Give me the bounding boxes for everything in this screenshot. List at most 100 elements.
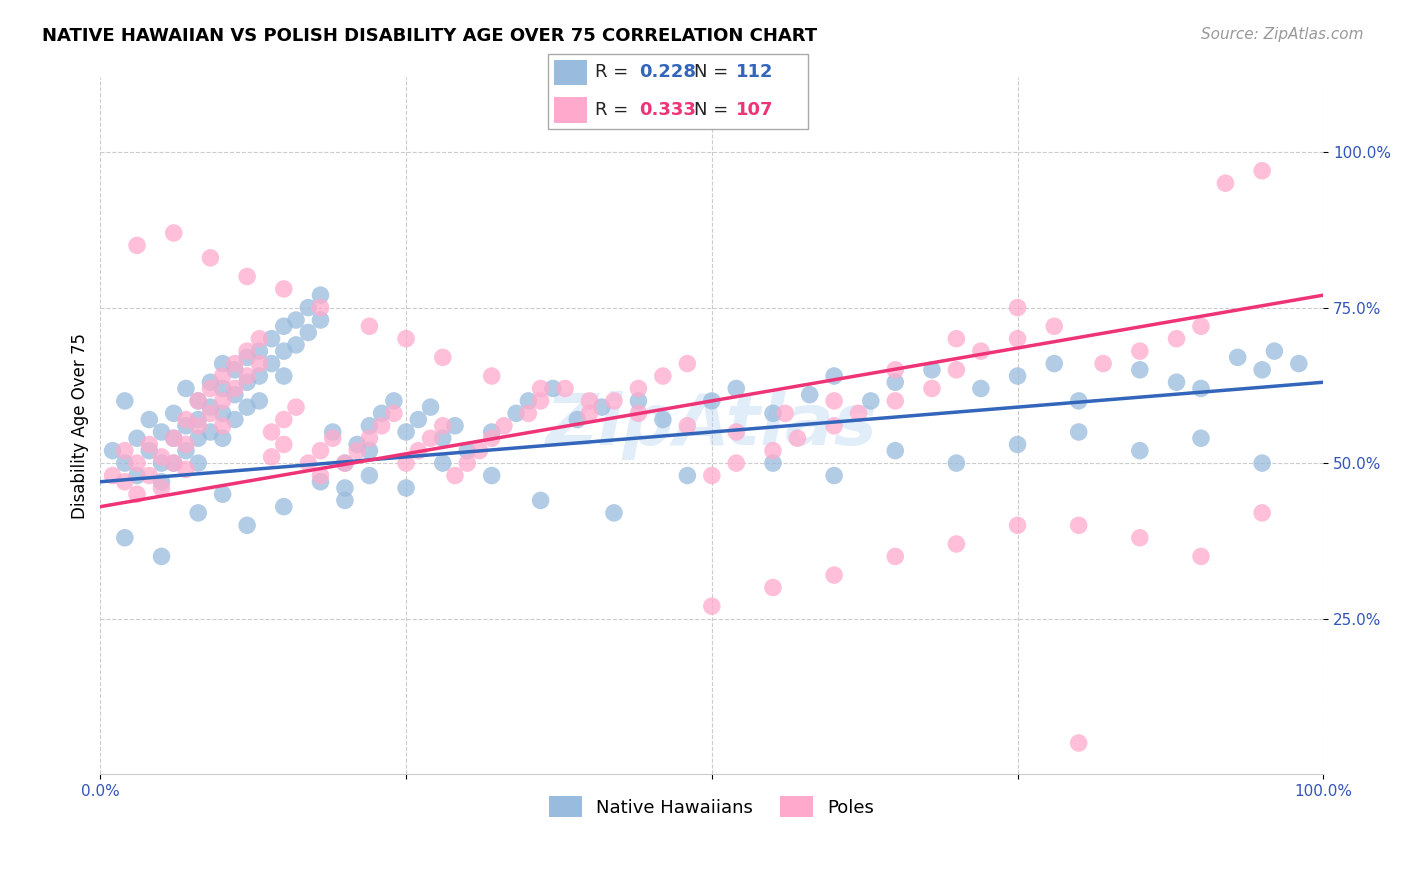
- Point: [700, 599, 723, 614]
- Point: [200, 425, 222, 439]
- Point: [150, 475, 173, 489]
- Text: R =: R =: [595, 102, 634, 120]
- Point: [676, 468, 699, 483]
- Point: [333, 456, 356, 470]
- Point: [359, 468, 381, 483]
- Point: [346, 437, 368, 451]
- Point: [578, 393, 600, 408]
- Point: [273, 369, 295, 384]
- Point: [725, 381, 748, 395]
- Point: [529, 393, 551, 408]
- Point: [945, 456, 967, 470]
- Point: [273, 319, 295, 334]
- Point: [762, 581, 785, 595]
- Point: [1007, 518, 1029, 533]
- Point: [211, 393, 233, 408]
- Point: [150, 549, 173, 564]
- Point: [1043, 357, 1066, 371]
- Text: N =: N =: [695, 102, 734, 120]
- Point: [285, 338, 308, 352]
- Point: [247, 344, 270, 359]
- Point: [884, 363, 907, 377]
- Point: [138, 437, 160, 451]
- Point: [823, 468, 845, 483]
- Point: [591, 400, 613, 414]
- Point: [432, 456, 454, 470]
- Point: [273, 437, 295, 451]
- Text: 107: 107: [735, 102, 773, 120]
- Point: [627, 393, 650, 408]
- Point: [676, 357, 699, 371]
- Point: [297, 326, 319, 340]
- Point: [200, 406, 222, 420]
- Point: [762, 443, 785, 458]
- Point: [823, 369, 845, 384]
- Point: [346, 443, 368, 458]
- Point: [823, 418, 845, 433]
- Point: [517, 406, 540, 420]
- Point: [1067, 393, 1090, 408]
- Point: [359, 418, 381, 433]
- Point: [945, 537, 967, 551]
- Point: [247, 393, 270, 408]
- Point: [187, 412, 209, 426]
- Point: [200, 381, 222, 395]
- Point: [114, 443, 136, 458]
- Point: [725, 456, 748, 470]
- Point: [1189, 549, 1212, 564]
- Point: [273, 500, 295, 514]
- Point: [224, 357, 246, 371]
- Point: [382, 406, 405, 420]
- Point: [408, 443, 430, 458]
- Point: [174, 462, 197, 476]
- Point: [285, 400, 308, 414]
- Point: [200, 251, 222, 265]
- Point: [322, 425, 344, 439]
- Point: [125, 456, 148, 470]
- Point: [786, 431, 808, 445]
- Point: [236, 351, 259, 365]
- Point: [505, 406, 527, 420]
- Point: [382, 393, 405, 408]
- Point: [1166, 332, 1188, 346]
- Text: 0.228: 0.228: [640, 63, 696, 81]
- Point: [444, 418, 467, 433]
- Point: [884, 376, 907, 390]
- Point: [273, 282, 295, 296]
- Point: [1189, 381, 1212, 395]
- Point: [529, 493, 551, 508]
- Point: [309, 475, 332, 489]
- Point: [200, 400, 222, 414]
- Point: [529, 381, 551, 395]
- Point: [432, 418, 454, 433]
- Point: [1251, 363, 1274, 377]
- Point: [309, 443, 332, 458]
- Point: [211, 406, 233, 420]
- Point: [823, 568, 845, 582]
- Point: [211, 487, 233, 501]
- Point: [1067, 425, 1090, 439]
- Point: [700, 468, 723, 483]
- Point: [481, 425, 503, 439]
- Point: [1288, 357, 1310, 371]
- Point: [1129, 344, 1152, 359]
- Point: [823, 393, 845, 408]
- Point: [125, 238, 148, 252]
- Text: 112: 112: [735, 63, 773, 81]
- Point: [848, 406, 870, 420]
- Point: [1043, 319, 1066, 334]
- Point: [603, 506, 626, 520]
- Point: [297, 301, 319, 315]
- Point: [1251, 506, 1274, 520]
- Point: [567, 412, 589, 426]
- Point: [945, 363, 967, 377]
- Point: [187, 393, 209, 408]
- Point: [309, 288, 332, 302]
- Point: [236, 369, 259, 384]
- Point: [1251, 456, 1274, 470]
- Point: [187, 431, 209, 445]
- Point: [456, 456, 478, 470]
- Point: [150, 450, 173, 464]
- Point: [236, 400, 259, 414]
- Point: [651, 369, 673, 384]
